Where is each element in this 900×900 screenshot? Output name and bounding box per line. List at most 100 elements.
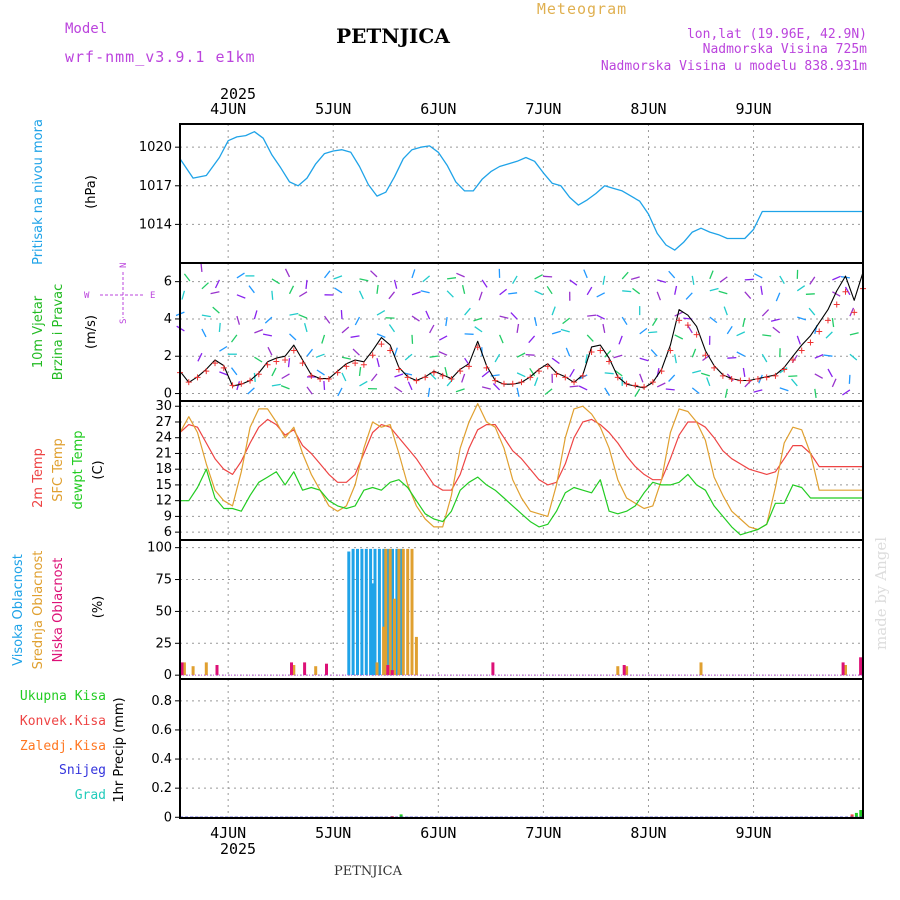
wind-arrow <box>315 353 325 358</box>
precip-series <box>180 810 863 818</box>
wind-arrow <box>289 333 297 341</box>
wind-arrow <box>622 290 632 293</box>
wind-arrow <box>621 271 629 280</box>
wind-arrow <box>287 358 291 368</box>
wind-arrow <box>602 275 606 285</box>
wind-arrow <box>543 275 553 278</box>
top-day-label: 8JUN <box>630 100 666 118</box>
cloud-high-bar <box>369 548 373 676</box>
clouds-frame <box>179 539 864 680</box>
wind-arrow <box>404 353 413 361</box>
wind-arrow <box>630 276 640 281</box>
wind-arrow <box>264 316 273 324</box>
wind-arrow <box>772 326 781 334</box>
temp-ylabel-3: dewpt Temp <box>71 430 86 509</box>
bottom-day-label: 7JUN <box>525 824 561 842</box>
wind-arrow <box>271 383 281 387</box>
wind-arrow <box>809 276 816 285</box>
cloud-high-bar <box>347 551 351 676</box>
wind-arrow <box>510 312 518 320</box>
wind-arrow <box>262 333 273 337</box>
cloud-mid-bar <box>191 666 195 676</box>
wind-gust-mark <box>194 374 201 381</box>
wind-gust-mark <box>247 377 254 384</box>
y-tick-label: 50 <box>155 604 172 619</box>
model-name: wrf-nmm_v3.9.1 e1km <box>65 48 256 66</box>
wind-arrow <box>727 356 737 359</box>
temp-unit: (C) <box>91 460 106 479</box>
wind-gust-mark <box>509 380 516 387</box>
cloud-low-bar <box>841 662 845 676</box>
wind-arrow <box>340 310 343 320</box>
wind-arrow <box>596 292 605 298</box>
wind-arrow <box>546 285 553 295</box>
wind-arrow <box>201 314 211 318</box>
wind-arrow <box>668 270 676 279</box>
wind-arrow <box>848 374 851 384</box>
wind-arrow <box>685 292 693 300</box>
wind-arrow <box>718 290 728 295</box>
precip-legend: Ukupna Kisa Konvek.Kisa Zaledj.Kisa Snijeg G… <box>20 689 106 803</box>
wind-arrow <box>499 288 508 296</box>
clouds-panel: 0 25 50 75 100 Visoka Oblacnost Srednja Obla… <box>11 539 864 683</box>
wind-gust-mark <box>290 347 297 354</box>
wind-gust-mark <box>571 379 578 386</box>
wind-arrow <box>674 354 677 364</box>
cloud-mid-bar <box>699 662 703 676</box>
wind-arrow <box>288 285 295 295</box>
wind-gust-mark <box>255 371 262 378</box>
y-tick-label: 1017 <box>139 179 172 194</box>
wind-arrow <box>569 385 579 388</box>
wind-arrow <box>271 367 277 377</box>
wind-arrow <box>701 372 710 377</box>
watermark: made by Angel <box>872 537 890 650</box>
wind-speed-line <box>179 272 864 389</box>
wind-arrow <box>651 317 658 327</box>
wind-arrow <box>604 372 614 375</box>
wind-gust-mark <box>562 374 569 381</box>
cloud-mid-bar <box>204 662 208 676</box>
wind-arrow <box>691 275 695 285</box>
wind-arrow <box>184 386 193 388</box>
wind-arrow <box>602 323 606 334</box>
wind-arrow <box>844 286 851 296</box>
wind-arrow <box>709 316 718 324</box>
wind-arrow <box>212 306 220 314</box>
wind-gust-mark <box>299 360 306 367</box>
wind-arrow <box>779 387 789 392</box>
wind-arrow <box>779 367 788 374</box>
wind-gust-mark <box>422 374 429 381</box>
bottom-year-label: 2025 <box>220 840 256 858</box>
wind-arrow <box>280 384 290 390</box>
wind-arrow <box>333 275 343 280</box>
wind-gust-mark <box>632 382 639 389</box>
wind-arrow <box>193 369 202 371</box>
wind-arrow <box>236 381 241 391</box>
wind-arrow <box>650 349 658 357</box>
precip-total-bar <box>854 812 858 818</box>
wind-arrow <box>674 311 684 317</box>
wind-arrow <box>736 351 746 357</box>
wind-arrow <box>613 354 623 359</box>
wind-gust-mark <box>474 344 481 351</box>
wind-arrow <box>674 285 678 295</box>
cloud-high-bar <box>373 548 377 676</box>
wind-gust-mark <box>746 377 753 384</box>
wind-arrow <box>534 274 543 280</box>
wind-gust-mark <box>789 356 796 363</box>
wind-gust-mark <box>824 317 831 324</box>
wind-arrow <box>341 356 351 360</box>
wind-arrow <box>814 373 824 379</box>
wind-gust-mark <box>483 364 490 371</box>
wind-gust-mark <box>325 375 332 382</box>
wind-arrow <box>724 388 728 398</box>
wind-gust-mark <box>369 352 376 359</box>
wind-arrow <box>420 290 430 294</box>
wind-gust-mark <box>518 379 525 386</box>
cloud-mid-bar <box>384 548 388 676</box>
wind-arrow <box>214 279 220 289</box>
wind-arrow <box>289 312 299 316</box>
wind-arrow <box>236 315 241 325</box>
wind-arrow <box>632 287 641 295</box>
y-tick-label: 1020 <box>139 140 172 155</box>
